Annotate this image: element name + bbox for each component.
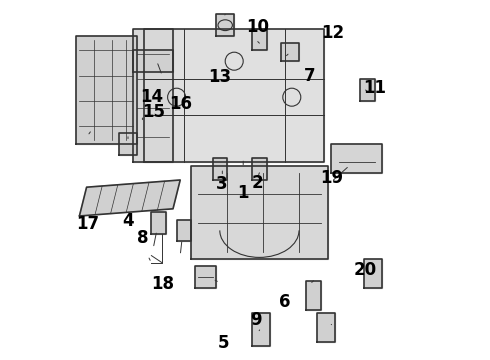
Text: 9: 9 xyxy=(250,311,262,329)
Polygon shape xyxy=(79,180,180,216)
Polygon shape xyxy=(306,281,320,310)
Polygon shape xyxy=(252,29,267,50)
Text: 6: 6 xyxy=(279,293,291,311)
Polygon shape xyxy=(252,158,267,180)
Text: 5: 5 xyxy=(218,334,229,352)
Polygon shape xyxy=(119,133,137,155)
Text: 20: 20 xyxy=(354,261,377,279)
Polygon shape xyxy=(191,166,328,259)
Text: 10: 10 xyxy=(246,18,269,36)
Polygon shape xyxy=(252,313,270,346)
Text: 3: 3 xyxy=(216,175,227,193)
Text: 2: 2 xyxy=(252,174,264,192)
Text: 19: 19 xyxy=(320,169,343,187)
Polygon shape xyxy=(133,29,173,162)
Polygon shape xyxy=(281,43,299,61)
Polygon shape xyxy=(364,259,382,288)
Polygon shape xyxy=(195,266,216,288)
Text: 18: 18 xyxy=(151,275,173,293)
Text: 12: 12 xyxy=(321,24,345,42)
Polygon shape xyxy=(144,29,324,162)
Text: 4: 4 xyxy=(122,212,134,230)
Polygon shape xyxy=(176,220,191,241)
Text: 7: 7 xyxy=(304,67,316,85)
Polygon shape xyxy=(76,36,137,144)
Polygon shape xyxy=(133,50,173,72)
Text: 15: 15 xyxy=(142,103,165,121)
Text: 8: 8 xyxy=(137,229,148,247)
Polygon shape xyxy=(151,212,166,234)
Text: 1: 1 xyxy=(238,184,249,202)
Text: 14: 14 xyxy=(140,88,163,106)
Polygon shape xyxy=(216,14,234,36)
Polygon shape xyxy=(213,158,227,180)
Polygon shape xyxy=(360,79,374,101)
Text: 11: 11 xyxy=(363,79,386,97)
Text: 17: 17 xyxy=(76,215,99,233)
Polygon shape xyxy=(317,313,335,342)
Polygon shape xyxy=(331,144,382,173)
Text: 16: 16 xyxy=(169,95,192,113)
Text: 13: 13 xyxy=(208,68,231,86)
